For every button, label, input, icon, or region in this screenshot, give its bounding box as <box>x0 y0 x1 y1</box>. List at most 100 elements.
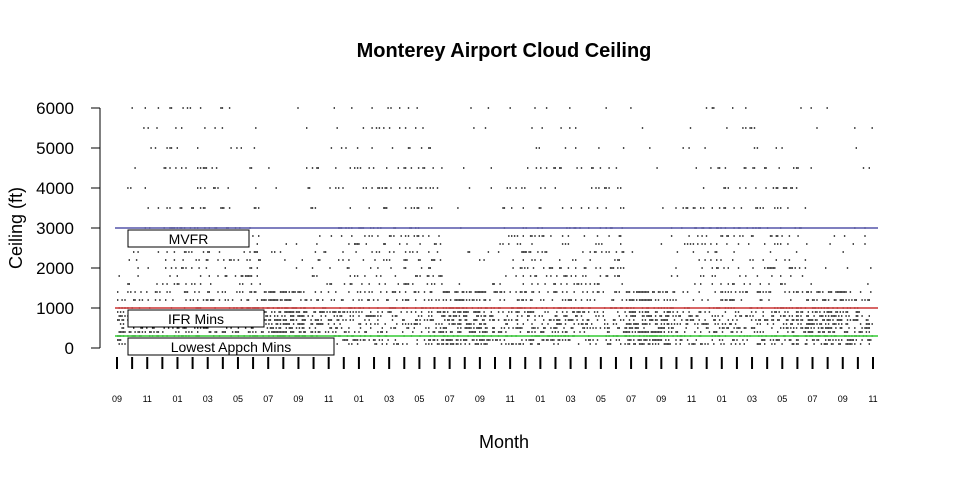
data-point <box>641 127 644 129</box>
data-point <box>660 323 663 325</box>
data-point <box>599 275 602 277</box>
data-point <box>666 323 668 325</box>
data-point <box>358 299 360 301</box>
data-point <box>701 235 703 237</box>
data-point <box>580 283 583 285</box>
data-point <box>807 323 809 325</box>
data-point <box>752 167 754 169</box>
data-point <box>733 251 735 253</box>
data-point <box>407 235 410 237</box>
data-point <box>290 319 292 321</box>
data-point <box>736 327 738 329</box>
data-point <box>625 323 628 325</box>
data-point <box>795 319 798 321</box>
data-point <box>832 331 834 333</box>
data-point <box>362 339 365 341</box>
data-point <box>777 331 779 333</box>
data-point <box>605 339 607 341</box>
data-point <box>186 291 189 293</box>
data-point <box>217 187 219 189</box>
data-point <box>127 291 129 293</box>
data-point <box>410 167 413 169</box>
data-point <box>570 327 572 329</box>
data-point <box>554 331 556 333</box>
data-point <box>758 343 760 345</box>
data-point <box>515 187 517 189</box>
data-point <box>772 319 775 321</box>
data-point <box>529 343 532 345</box>
data-point <box>788 339 791 341</box>
data-point <box>182 259 184 261</box>
data-point <box>846 323 849 325</box>
data-point <box>329 327 331 329</box>
data-point <box>585 267 587 269</box>
data-point <box>823 299 825 301</box>
data-point <box>714 323 716 325</box>
data-point <box>660 319 663 321</box>
data-point <box>297 107 299 109</box>
data-point <box>745 327 747 329</box>
data-point <box>425 343 427 345</box>
data-point <box>851 343 853 345</box>
data-point <box>253 147 256 149</box>
data-point <box>622 207 625 209</box>
data-point <box>726 299 728 301</box>
data-point <box>301 319 303 321</box>
data-point <box>566 275 568 277</box>
data-point <box>215 167 218 169</box>
data-point <box>849 291 852 293</box>
data-point <box>588 311 590 313</box>
data-point <box>483 319 485 321</box>
data-point <box>586 291 588 293</box>
data-point <box>641 291 644 293</box>
data-point <box>185 331 187 333</box>
data-point <box>330 283 333 285</box>
data-point <box>753 331 756 333</box>
data-point <box>316 275 318 277</box>
data-point <box>452 311 455 313</box>
data-point <box>726 327 728 329</box>
data-point <box>589 327 591 329</box>
data-point <box>140 327 142 329</box>
data-point <box>553 339 555 341</box>
data-point <box>493 327 495 329</box>
data-point <box>865 327 868 329</box>
data-point <box>150 331 152 333</box>
data-point <box>441 275 443 277</box>
data-point <box>625 299 628 301</box>
data-point <box>596 319 599 321</box>
data-point <box>717 167 719 169</box>
data-point <box>570 207 572 209</box>
data-point <box>569 339 571 341</box>
data-point <box>202 207 205 209</box>
data-point <box>370 327 372 329</box>
data-point <box>827 291 830 293</box>
data-point <box>274 311 276 313</box>
data-point <box>589 299 591 301</box>
data-point <box>868 323 870 325</box>
data-point <box>409 147 411 149</box>
data-point <box>378 339 381 341</box>
data-point <box>393 291 395 293</box>
x-tick-label: 11 <box>324 394 333 404</box>
data-point <box>329 319 331 321</box>
data-point <box>765 167 767 169</box>
data-point <box>390 187 392 189</box>
data-point <box>670 235 673 237</box>
data-point <box>465 323 468 325</box>
data-point <box>236 291 238 293</box>
data-point <box>525 291 527 293</box>
data-point <box>370 315 372 317</box>
data-point <box>591 167 593 169</box>
data-point <box>301 315 303 317</box>
data-point <box>503 291 506 293</box>
data-point <box>303 291 305 293</box>
data-point <box>553 327 555 329</box>
data-point <box>714 331 716 333</box>
data-point <box>292 331 295 333</box>
data-point <box>611 299 613 301</box>
data-point <box>528 315 530 317</box>
data-point <box>483 323 485 325</box>
data-point <box>262 299 264 301</box>
data-point <box>752 327 754 329</box>
